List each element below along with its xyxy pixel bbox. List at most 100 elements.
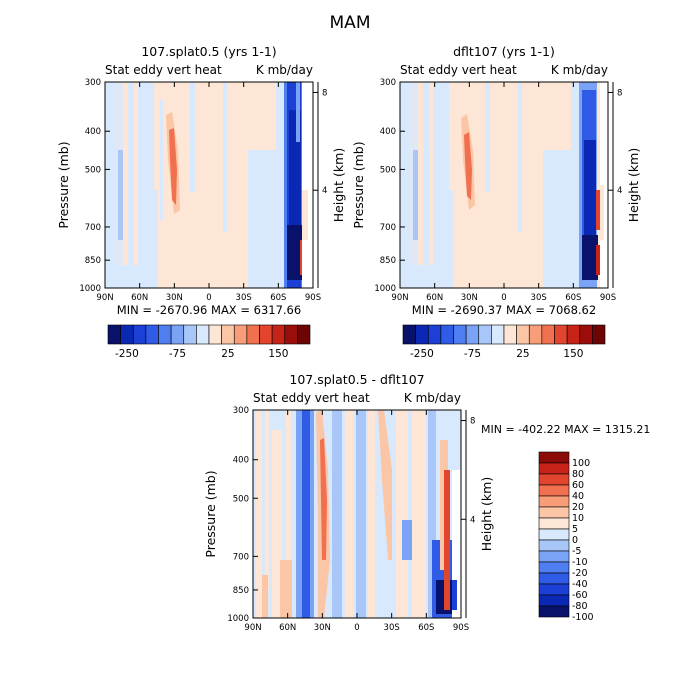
panel-b-ytick-label: 700 xyxy=(380,223,396,233)
panel-b-colorbar-swatch xyxy=(440,324,454,345)
panel-a-colorbar-label: -75 xyxy=(169,348,186,360)
panel-c-region xyxy=(262,575,268,618)
panel-a-colorbar-label: 25 xyxy=(221,348,234,360)
panel-a-region xyxy=(128,82,134,288)
panel-a-ytick-label: 500 xyxy=(85,165,101,175)
panel-c-xtick-label: 90N xyxy=(244,623,261,633)
panel-c-field xyxy=(253,410,461,618)
panel-a-colorbar-label: -250 xyxy=(115,348,139,360)
panel-c-region xyxy=(345,410,353,618)
panel-b-colorbar-label: -250 xyxy=(410,348,434,360)
panel-c-xtick-label: 30N xyxy=(314,623,331,633)
panel-c-xtick-label: 90S xyxy=(453,623,469,633)
panel-b-colorbar-swatch xyxy=(566,324,581,345)
panel-c-region xyxy=(452,580,457,610)
panel-a-region xyxy=(150,190,158,288)
panel-c-xtick-label: 60S xyxy=(418,623,434,633)
panel-a-region xyxy=(287,225,303,280)
panel-b-y2tick-label: 8 xyxy=(617,88,622,98)
panel-c-region xyxy=(396,410,408,618)
panel-b-colorbar-swatch xyxy=(427,324,442,345)
panel-a-region xyxy=(105,82,115,288)
panel-a-xtick-label: 90S xyxy=(305,293,321,303)
panel-c-axes: 90N 60N 30N 0 30S 60S 90S 300 400 500 700 850 1000 8 4 xyxy=(227,406,475,633)
panel-a-xtick-label: 60N xyxy=(131,293,148,303)
panel-a-min-max: MIN = -2670.96 MAX = 6317.66 xyxy=(117,303,301,317)
panel-a-colorbar-swatch xyxy=(208,324,222,345)
panel-c-region xyxy=(302,410,310,618)
panel-b-left-label: Stat eddy vert heat xyxy=(400,63,517,77)
panel-c-region xyxy=(356,410,366,618)
panel-a-ytick-label: 1000 xyxy=(79,284,101,294)
panel-b-colorbar-swatch xyxy=(554,324,568,345)
panel-a-colorbar-swatch xyxy=(233,324,248,345)
panel-c-region xyxy=(256,410,262,618)
panel-b-xtick-label: 60S xyxy=(565,293,581,303)
panel-c-ytick-label: 1000 xyxy=(227,614,249,624)
panel-a-xtick-label: 0 xyxy=(206,293,211,303)
panel-a-xtick-label: 60S xyxy=(270,293,286,303)
panel-a-region xyxy=(302,190,308,240)
panel-b: dflt107 (yrs 1-1) Stat eddy vert heat K … xyxy=(351,44,641,360)
panel-c-colorbar-swatch xyxy=(538,451,570,464)
panel-b-region xyxy=(413,150,418,240)
panel-c-ytick-label: 850 xyxy=(233,586,249,596)
panel-c-region xyxy=(332,410,342,618)
panel-c-colorbar-swatch xyxy=(538,583,570,596)
panel-b-axes: 90N 60N 30N 0 30S 60S 90S 300 400 500 700 850 1000 8 4 xyxy=(374,78,622,303)
panel-c-colorbar-swatch xyxy=(538,539,570,552)
panel-b-region xyxy=(596,190,602,230)
panel-b-region xyxy=(596,245,602,275)
panel-c-colorbar-swatch xyxy=(538,462,570,475)
panel-c-region xyxy=(368,410,375,618)
panel-c-region xyxy=(428,410,436,618)
panel-b-colorbar-label: 150 xyxy=(563,348,583,360)
panel-a-colorbar-swatch xyxy=(183,324,197,345)
panel-b-colorbar-swatch xyxy=(491,324,505,345)
panel-b-field xyxy=(400,82,608,288)
panel-c-colorbar-label: -80 xyxy=(572,601,588,612)
panel-c-region xyxy=(412,410,426,618)
panel-b-right-label: K mb/day xyxy=(551,63,608,77)
figure-title: MAM xyxy=(330,13,371,33)
panel-a-region xyxy=(223,82,227,232)
panel-c-colorbar-label: 20 xyxy=(572,502,584,513)
panel-a-region xyxy=(190,82,195,192)
panel-b-region xyxy=(445,190,453,288)
panel-b-colorbar-swatch xyxy=(503,324,517,345)
panel-c-colorbar-label: -40 xyxy=(572,579,588,590)
panel-b-colorbar-label: -75 xyxy=(464,348,481,360)
panel-a-colorbar-swatch xyxy=(221,324,235,345)
panel-a-region xyxy=(169,128,177,205)
panel-a-xtick-label: 30N xyxy=(166,293,183,303)
panel-c-region xyxy=(286,410,291,570)
panel-a-region xyxy=(105,265,145,288)
panel-c-min-max: MIN = -402.22 MAX = 1315.21 xyxy=(481,423,650,436)
panel-b-xtick-label: 30S xyxy=(531,293,547,303)
panel-b-xtick-label: 0 xyxy=(501,293,506,303)
panel-a-colorbar-swatch xyxy=(145,324,159,345)
panel-a-field xyxy=(105,82,313,288)
panel-a-colorbar: -250 -75 25 150 xyxy=(107,324,311,360)
panel-c-colorbar-swatch xyxy=(538,484,570,497)
panel-c-xtick-label: 0 xyxy=(354,623,359,633)
panel-a-y2tick-label: 8 xyxy=(322,88,327,98)
panel-b-ytick-label: 1000 xyxy=(374,284,396,294)
panel-c-colorbar-swatch xyxy=(538,605,570,618)
panel-b-y2tick-label: 4 xyxy=(617,186,622,196)
panel-a-colorbar-swatch xyxy=(120,324,134,345)
panel-b-colorbar-swatch xyxy=(402,324,416,345)
panel-a-y2label: Height (km) xyxy=(331,148,346,222)
panel-a-ytick-label: 850 xyxy=(85,256,101,266)
panel-a-colorbar-swatch xyxy=(132,324,147,345)
panel-b-region xyxy=(400,265,440,288)
panel-b-ylabel: Pressure (mb) xyxy=(351,141,366,228)
panel-b-colorbar-swatch xyxy=(528,324,543,345)
panel-a-colorbar-swatch xyxy=(246,324,260,345)
panel-c-colorbar-label: 60 xyxy=(572,480,584,491)
panel-a-colorbar-swatch xyxy=(271,324,286,345)
panel-c-region xyxy=(452,470,461,618)
panel-c-region xyxy=(444,470,450,610)
panel-c-xtick-label: 30S xyxy=(384,623,400,633)
